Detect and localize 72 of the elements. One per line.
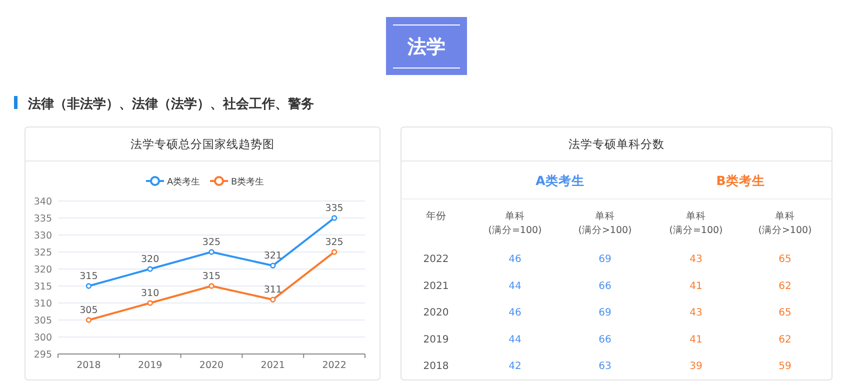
data-label: 63 [598, 361, 612, 372]
x-tick-label: 单科 (满分>100) [758, 210, 812, 236]
x-tick-label: 单科 (满分>100) [578, 210, 632, 236]
data-label: 325 [325, 237, 344, 248]
data-label: 321 [264, 250, 282, 262]
data-label: 41 [690, 334, 702, 346]
data-label: 69 [598, 308, 612, 319]
data-label: 335 [325, 203, 344, 214]
data-label: 42 [508, 361, 522, 372]
x-tick-label: 2018 [76, 360, 101, 371]
data-label: 65 [778, 254, 792, 265]
x-tick-label: 单科 (满分=100) [669, 210, 723, 236]
point [147, 266, 153, 272]
chart-title: 法学专硕单科分数 [568, 137, 664, 151]
text: 法律（非法学）、法律（法学）、社会工作、警务 [27, 96, 314, 112]
y-tick-label: 2019 [423, 334, 449, 346]
data-label: 43 [690, 254, 702, 265]
data-label: 39 [690, 361, 702, 372]
data-label: 46 [508, 308, 522, 319]
point [147, 300, 153, 306]
data-label: 43 [690, 308, 702, 319]
data-label: 69 [598, 254, 612, 265]
y-tick-label: 320 [34, 264, 52, 276]
point [331, 249, 338, 255]
x-tick-label: 单科 (满分=100) [488, 210, 542, 236]
data-label: 311 [264, 284, 282, 296]
data-label: 305 [80, 305, 98, 316]
point [208, 283, 214, 289]
data-label: 66 [598, 334, 612, 346]
data-label: 325 [202, 237, 221, 248]
data-label: 41 [690, 280, 702, 292]
data-label: 310 [141, 288, 160, 299]
text: 法学 [406, 36, 446, 58]
legend-label: B类考生 [231, 176, 264, 188]
y-tick-label: 315 [34, 282, 52, 292]
y-tick-label: 310 [34, 298, 52, 310]
legend-label: A类考生 [167, 176, 200, 188]
y-tick-label: 295 [34, 350, 52, 360]
y-tick-label: 300 [34, 332, 52, 344]
x-tick-label: 2019 [138, 360, 162, 371]
point [270, 296, 276, 302]
data-label: 65 [778, 308, 792, 319]
y-tick-label: 2020 [423, 308, 449, 319]
point [270, 262, 276, 268]
data-label: 59 [778, 361, 792, 372]
point [208, 249, 214, 255]
y-tick-label: 325 [34, 248, 52, 258]
y-axis-title: 年份 [426, 210, 446, 222]
data-label: 46 [508, 254, 522, 265]
data-label: 320 [141, 254, 160, 265]
y-tick-label: 330 [34, 230, 52, 242]
point [86, 317, 92, 323]
data-label: 315 [80, 271, 98, 282]
y-tick-label: 340 [34, 196, 52, 208]
point [331, 215, 338, 221]
y-tick-label: 2021 [423, 280, 449, 292]
data-label: 44 [508, 334, 522, 346]
data-label: 66 [598, 280, 612, 292]
data-label: 44 [508, 280, 522, 292]
y-tick-label: 305 [34, 316, 52, 326]
chart-title: 法学专硕总分国家线趋势图 [130, 137, 274, 151]
x-tick-label: 2022 [322, 360, 346, 371]
x-tick-label: 2021 [260, 360, 285, 371]
text: B类考生 [716, 173, 765, 188]
x-tick-label: 2020 [199, 360, 224, 371]
y-tick-label: 335 [34, 214, 52, 224]
y-tick-label: 2022 [423, 254, 449, 265]
text: A类考生 [536, 173, 584, 188]
point [86, 283, 92, 289]
data-label: 62 [778, 280, 792, 292]
data-label: 315 [202, 271, 221, 282]
data-label: 62 [778, 334, 792, 346]
